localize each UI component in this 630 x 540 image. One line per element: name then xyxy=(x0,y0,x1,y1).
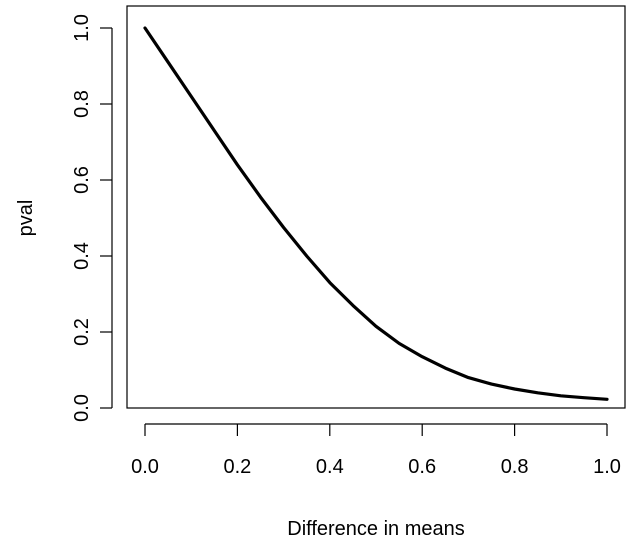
plot-frame xyxy=(127,6,625,408)
x-tick-label: 0.6 xyxy=(408,456,436,478)
y-tick-label: 0.6 xyxy=(71,166,93,194)
x-tick-label: 0.0 xyxy=(131,456,159,478)
y-tick-label: 0.2 xyxy=(71,318,93,346)
x-axis-title: Difference in means xyxy=(287,518,465,540)
y-axis-title: pval xyxy=(15,200,37,237)
series-line xyxy=(145,28,607,399)
x-tick-label: 0.8 xyxy=(501,456,529,478)
y-ticks: 0.0 0.2 0.4 0.6 0.8 1.0 xyxy=(71,14,112,422)
x-tick-label: 1.0 xyxy=(593,456,621,478)
y-tick-label: 0.4 xyxy=(71,242,93,270)
x-tick-label: 0.2 xyxy=(223,456,251,478)
x-tick-label: 0.4 xyxy=(316,456,344,478)
x-ticks: 0.0 0.2 0.4 0.6 0.8 1.0 xyxy=(131,424,621,478)
y-tick-label: 1.0 xyxy=(71,14,93,42)
y-tick-label: 0.0 xyxy=(71,394,93,422)
y-tick-label: 0.8 xyxy=(71,90,93,118)
